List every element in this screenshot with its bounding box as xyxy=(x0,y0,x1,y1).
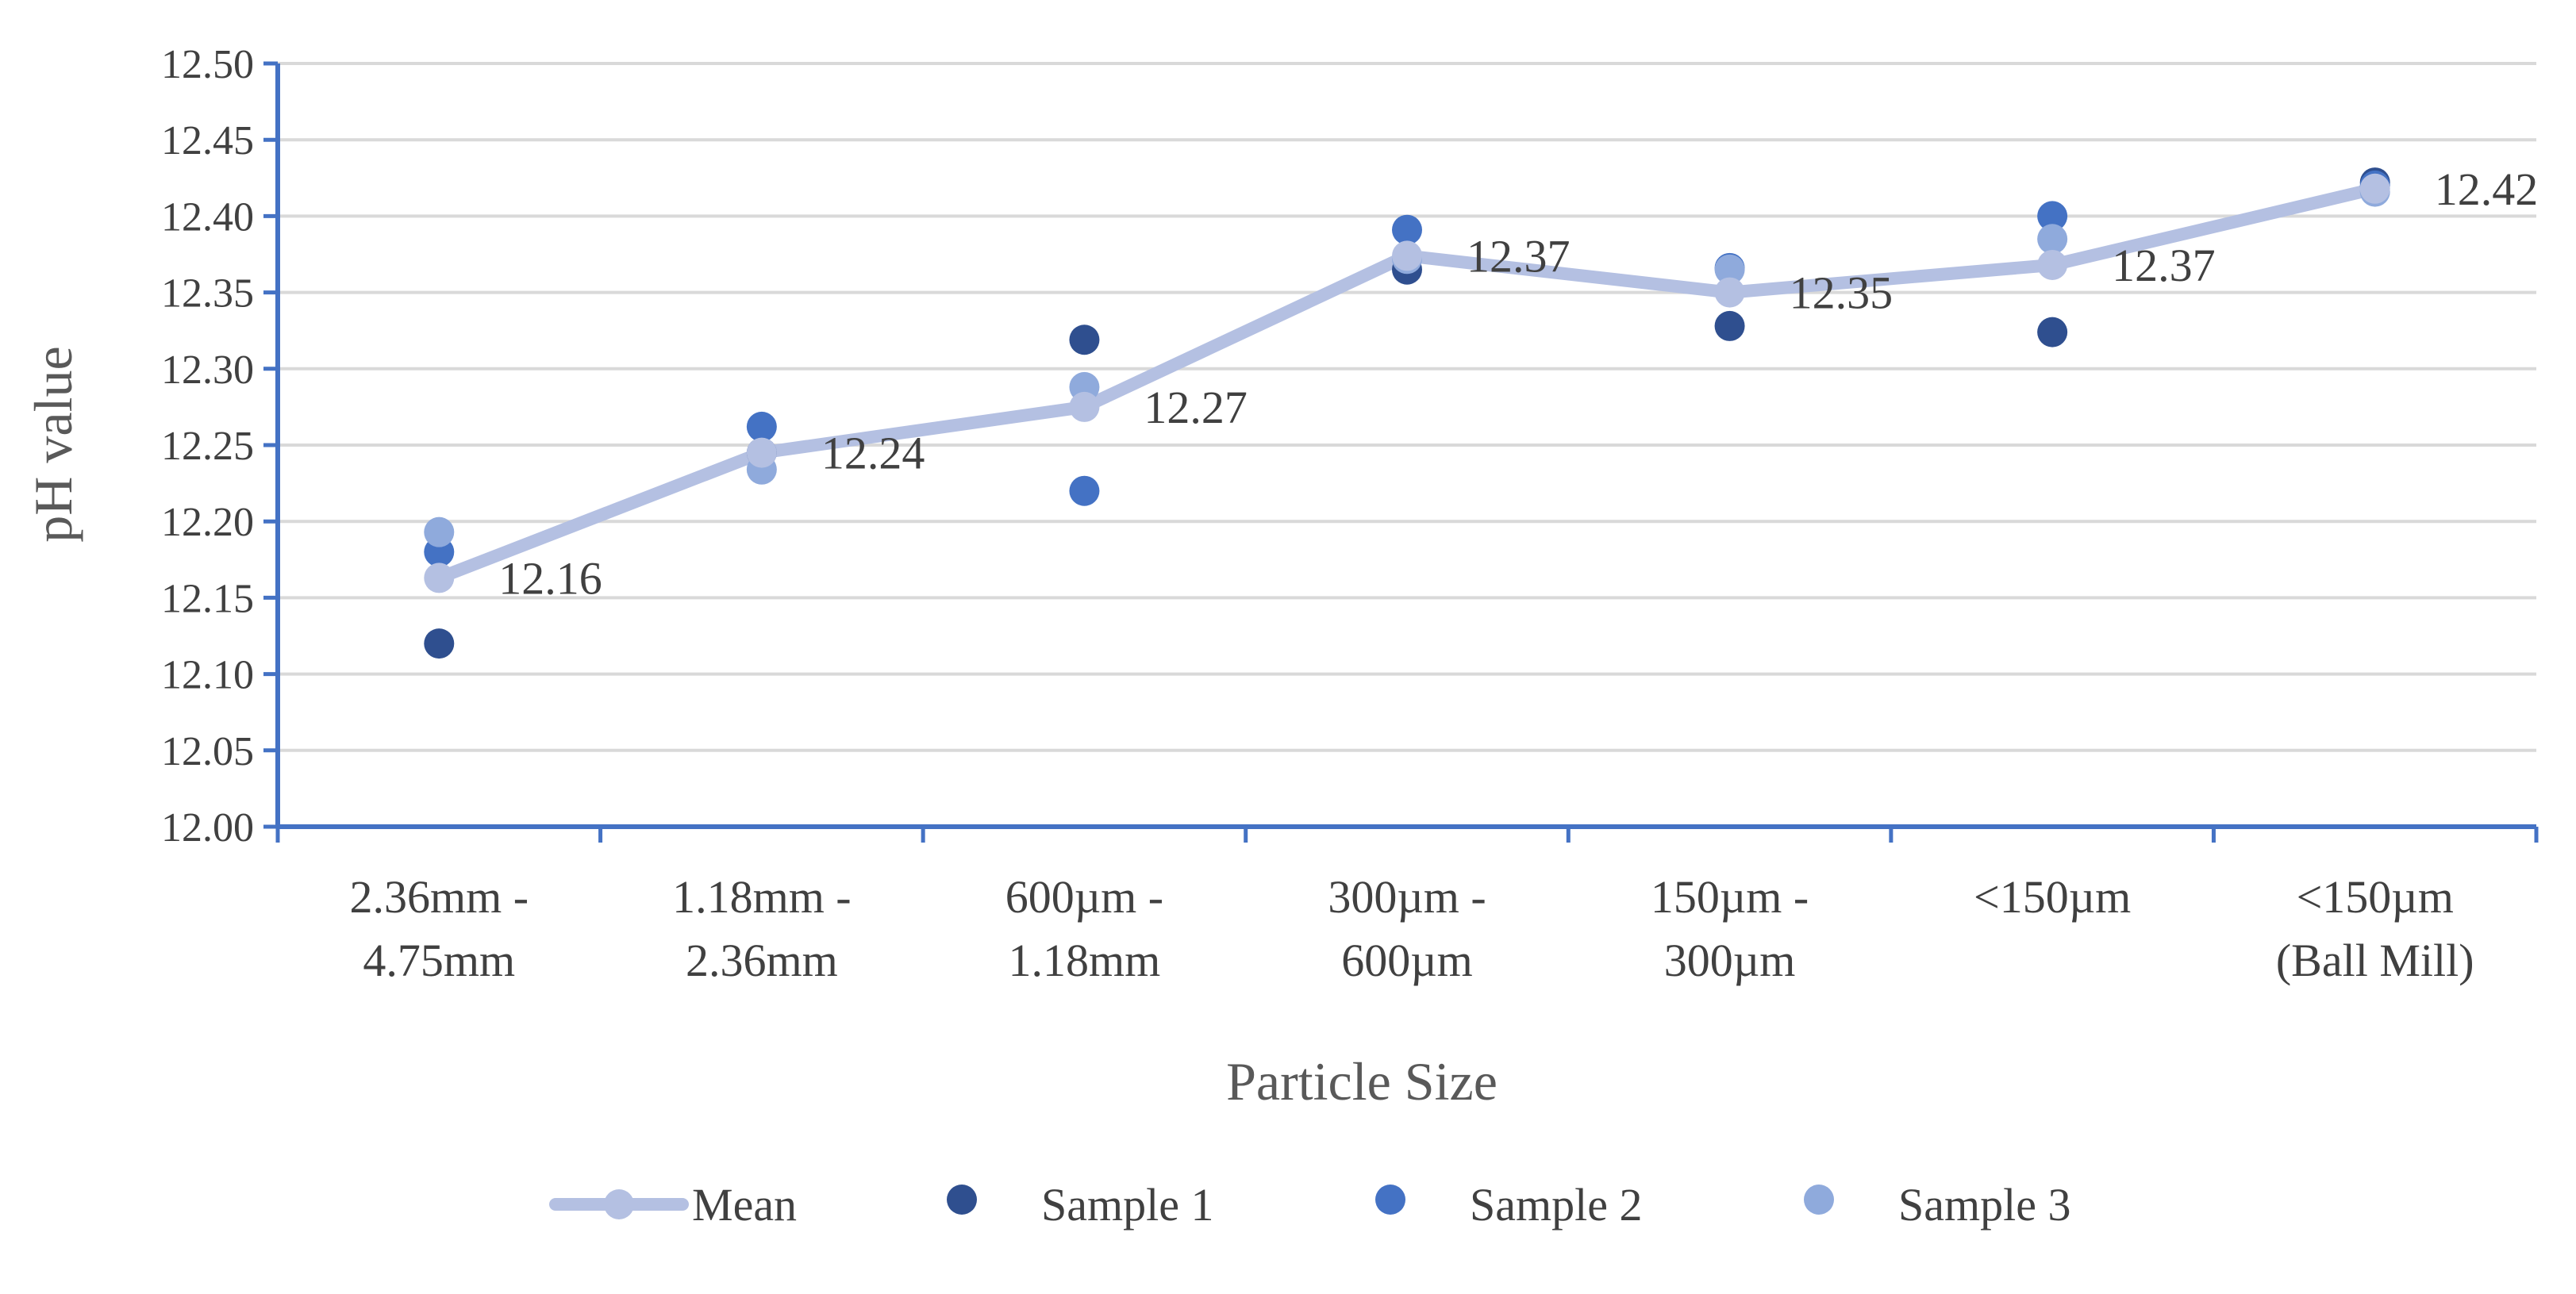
mean-data-label: 12.37 xyxy=(1467,230,1571,282)
y-axis-title: pH value xyxy=(23,346,83,542)
x-tick-label: <150µm xyxy=(1974,871,2131,923)
mean-point xyxy=(1392,240,1422,271)
sample-1-point xyxy=(1714,310,1745,341)
legend-sample-1-marker xyxy=(947,1185,977,1215)
y-tick-label: 12.25 xyxy=(161,424,254,469)
mean-point xyxy=(424,563,455,593)
legend-sample-2-label: Sample 2 xyxy=(1470,1179,1642,1231)
sample-3-point xyxy=(1714,254,1745,285)
y-tick-label: 12.45 xyxy=(161,118,254,163)
sample-3-point xyxy=(424,516,455,547)
sample-1-point xyxy=(2037,317,2068,347)
x-tick-label: <150µm (Ball Mill) xyxy=(2276,871,2474,986)
legend-sample-2-marker xyxy=(1375,1185,1405,1215)
mean-data-label: 12.24 xyxy=(821,428,925,479)
sample-2-point xyxy=(1069,475,1100,506)
sample-1-point xyxy=(1069,324,1100,355)
legend-mean-label: Mean xyxy=(692,1179,797,1231)
x-tick-label: 150µm -300µm xyxy=(1651,871,1809,986)
mean-data-label: 12.16 xyxy=(498,552,602,604)
x-tick-label: 2.36mm -4.75mm xyxy=(350,871,529,986)
legend-sample-1-label: Sample 1 xyxy=(1041,1179,1213,1231)
mean-point xyxy=(1069,391,1100,422)
mean-point xyxy=(2037,249,2068,280)
sample-1-point xyxy=(424,628,455,659)
y-tick-label: 12.00 xyxy=(161,805,254,851)
y-tick-label: 12.05 xyxy=(161,729,254,774)
mean-data-label: 12.37 xyxy=(2112,240,2216,291)
sample-2-point xyxy=(746,411,777,442)
y-tick-label: 12.30 xyxy=(161,347,254,393)
y-tick-label: 12.50 xyxy=(161,42,254,87)
sample-2-point xyxy=(2037,201,2068,232)
series xyxy=(424,167,2390,659)
y-tick-label: 12.10 xyxy=(161,653,254,698)
sample-2-point xyxy=(1392,214,1422,245)
x-tick-label: 300µm -600µm xyxy=(1328,871,1486,986)
mean-data-label: 12.27 xyxy=(1144,382,1248,433)
gridlines xyxy=(278,62,2536,752)
axes: 12.00 12.05 12.10 12.15 12.20 12.25 12.30 12.35… xyxy=(161,42,2539,986)
y-tick-label: 12.40 xyxy=(161,194,254,240)
y-tick-label: 12.35 xyxy=(161,271,254,317)
data-labels: 12.16 12.24 12.27 12.37 12.35 12.37 12.42 xyxy=(498,163,2538,605)
x-tick-label: 1.18mm -2.36mm xyxy=(672,871,852,986)
y-tick-label: 12.20 xyxy=(161,500,254,545)
x-axis-title: Particle Size xyxy=(1226,1051,1498,1112)
mean-data-label: 12.35 xyxy=(1790,267,1894,319)
sample-3-point xyxy=(2037,224,2068,255)
mean-point xyxy=(746,437,777,468)
legend: Mean Sample 1 Sample 2 Sample 3 xyxy=(549,1179,2070,1231)
legend-mean-marker xyxy=(604,1189,634,1219)
y-tick-label: 12.15 xyxy=(161,576,254,621)
legend-sample-3-marker xyxy=(1804,1185,1834,1215)
legend-sample-3-label: Sample 3 xyxy=(1898,1179,2070,1231)
mean-data-label: 12.42 xyxy=(2435,163,2539,215)
x-tick-label: 600µm -1.18mm xyxy=(1005,871,1163,986)
mean-point xyxy=(1714,277,1745,308)
mean-point xyxy=(2359,173,2390,204)
